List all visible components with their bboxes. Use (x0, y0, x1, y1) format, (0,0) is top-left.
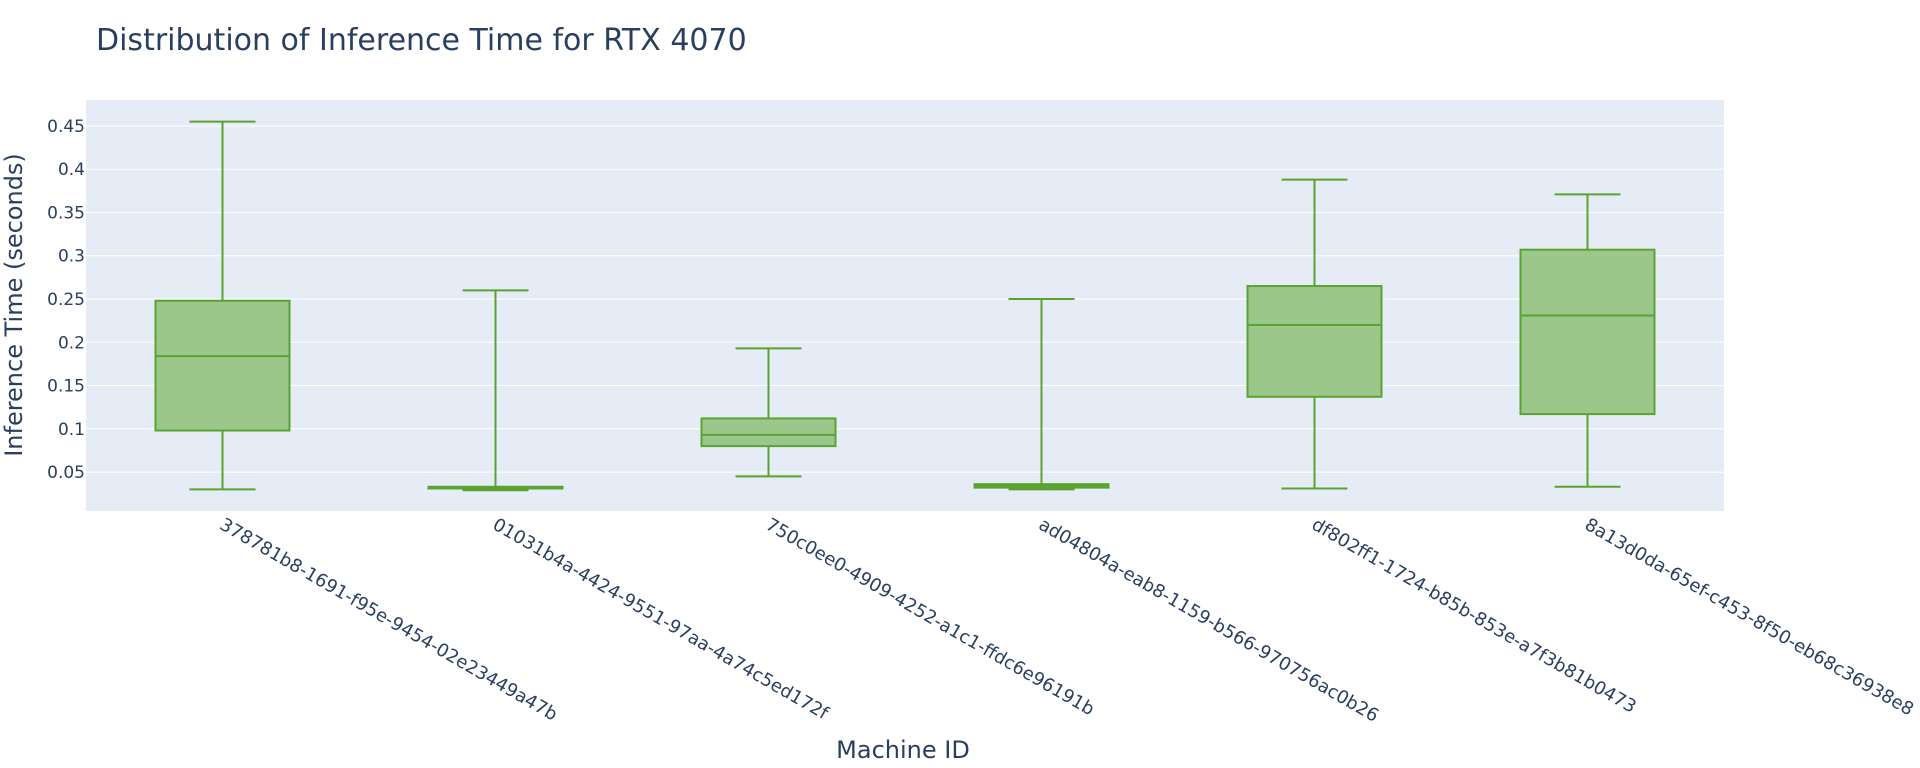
x-tick-label: 378781b8-1691-f95e-9454-02e23449a47b (216, 514, 561, 725)
iqr-box (154, 299, 291, 432)
x-tick-label: 750c0ee0-4909-4252-a1c1-ffdc6e96191b (762, 514, 1098, 720)
box-plot (427, 289, 564, 492)
x-axis-ticks: 378781b8-1691-f95e-9454-02e23449a47b0103… (216, 514, 1917, 727)
y-tick-label: 0.25 (47, 290, 85, 310)
y-tick-label: 0.1 (58, 420, 85, 440)
box-plot (1246, 178, 1383, 490)
y-tick-label: 0.45 (47, 117, 85, 137)
box-plot (1519, 193, 1656, 488)
chart-title: Distribution of Inference Time for RTX 4… (96, 23, 747, 58)
y-tick-label: 0.3 (58, 247, 85, 267)
y-tick-label: 0.4 (58, 160, 85, 180)
x-tick-label: 01031b4a-4424-9551-97aa-4a74c5ed172f (489, 514, 832, 724)
x-axis-title: Machine ID (836, 736, 970, 764)
box-plot (973, 298, 1110, 491)
box-plot (700, 347, 837, 478)
y-axis-title: Inference Time (seconds) (0, 153, 28, 457)
x-tick-label: df802ff1-1724-b85b-853e-a7f3b81b0473 (1308, 514, 1640, 718)
y-tick-label: 0.35 (47, 203, 85, 223)
box-plot (154, 120, 291, 491)
iqr-box (1246, 285, 1383, 398)
grid-lines (86, 125, 1724, 473)
y-axis-ticks: 0.05 0.1 0.15 0.2 0.25 0.3 0.35 0.4 0.45 (47, 117, 85, 483)
x-tick-label: 8a13d0da-65ef-c453-8f50-eb68c36938e8 (1581, 514, 1917, 720)
box-series (154, 120, 1656, 492)
iqr-box (700, 417, 837, 448)
y-tick-label: 0.2 (58, 333, 85, 353)
y-tick-label: 0.05 (47, 463, 85, 483)
iqr-box (1519, 248, 1656, 416)
plot-area (86, 100, 1724, 511)
y-tick-label: 0.15 (47, 377, 85, 397)
